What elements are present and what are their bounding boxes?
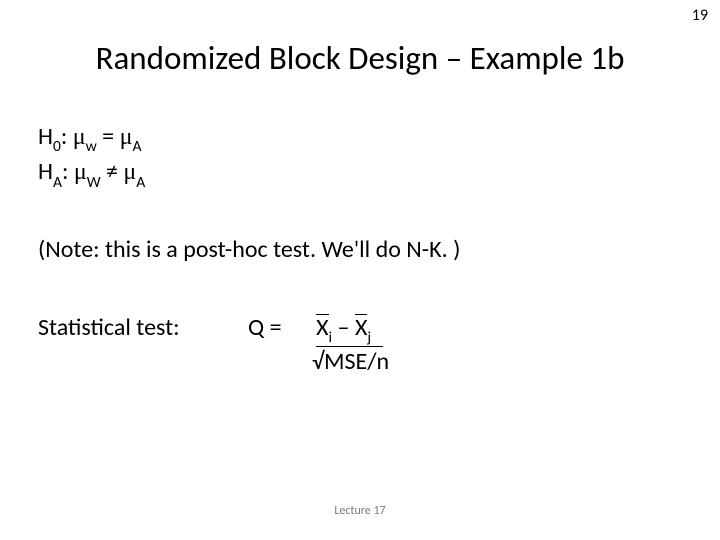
- hypothesis-null: H0: μw = μA: [38, 122, 682, 155]
- x2: X: [355, 313, 367, 342]
- mu-3: μ: [74, 159, 87, 185]
- x-bar-j: X: [355, 313, 367, 343]
- hypothesis-alt: HA: μW ≠ μA: [38, 157, 682, 190]
- note-text: (Note: this is a post-hoc test. We'll do…: [38, 235, 682, 265]
- mu-2: μ: [120, 124, 133, 150]
- mu-a-sub: A: [132, 137, 141, 156]
- q-equals: Q =: [248, 313, 308, 343]
- footer-text: Lecture 17: [0, 504, 720, 518]
- neq-sign: ≠: [101, 157, 124, 186]
- h0-prefix: H: [38, 122, 53, 151]
- ha-colon: :: [62, 157, 74, 186]
- mu-4: μ: [123, 159, 136, 185]
- x1: X: [316, 313, 328, 342]
- sub-i: i: [329, 328, 333, 347]
- h0-sub: 0: [53, 137, 61, 156]
- page-number: 19: [692, 6, 708, 25]
- h0-colon: :: [61, 122, 73, 151]
- mu-1: μ: [73, 124, 86, 150]
- slide-body: H0: μw = μA HA: μW ≠ μA (Note: this is a…: [38, 122, 682, 377]
- fraction-numerator: .Xi – Xj..: [308, 313, 393, 345]
- x-bar-i: X: [316, 313, 328, 343]
- statistical-test-row: Statistical test: Q = .Xi – Xj.. √MSE/n: [38, 313, 682, 377]
- mu-W-sub: W: [87, 173, 101, 192]
- ha-sub: A: [53, 173, 62, 192]
- q-fraction: .Xi – Xj.. √MSE/n: [308, 313, 393, 377]
- slide-title: Randomized Block Design – Example 1b: [0, 38, 720, 78]
- stat-label: Statistical test:: [38, 313, 248, 343]
- slide: 19 Randomized Block Design – Example 1b …: [0, 0, 720, 540]
- mu-a2-sub: A: [136, 173, 145, 192]
- ha-prefix: H: [38, 157, 53, 186]
- numerator-overline: Xi – Xj..: [316, 313, 383, 347]
- mu-w-sub: w: [86, 137, 97, 156]
- fraction-denominator: √MSE/n: [308, 345, 393, 377]
- minus: –: [332, 313, 355, 342]
- eq-sign: =: [97, 122, 120, 151]
